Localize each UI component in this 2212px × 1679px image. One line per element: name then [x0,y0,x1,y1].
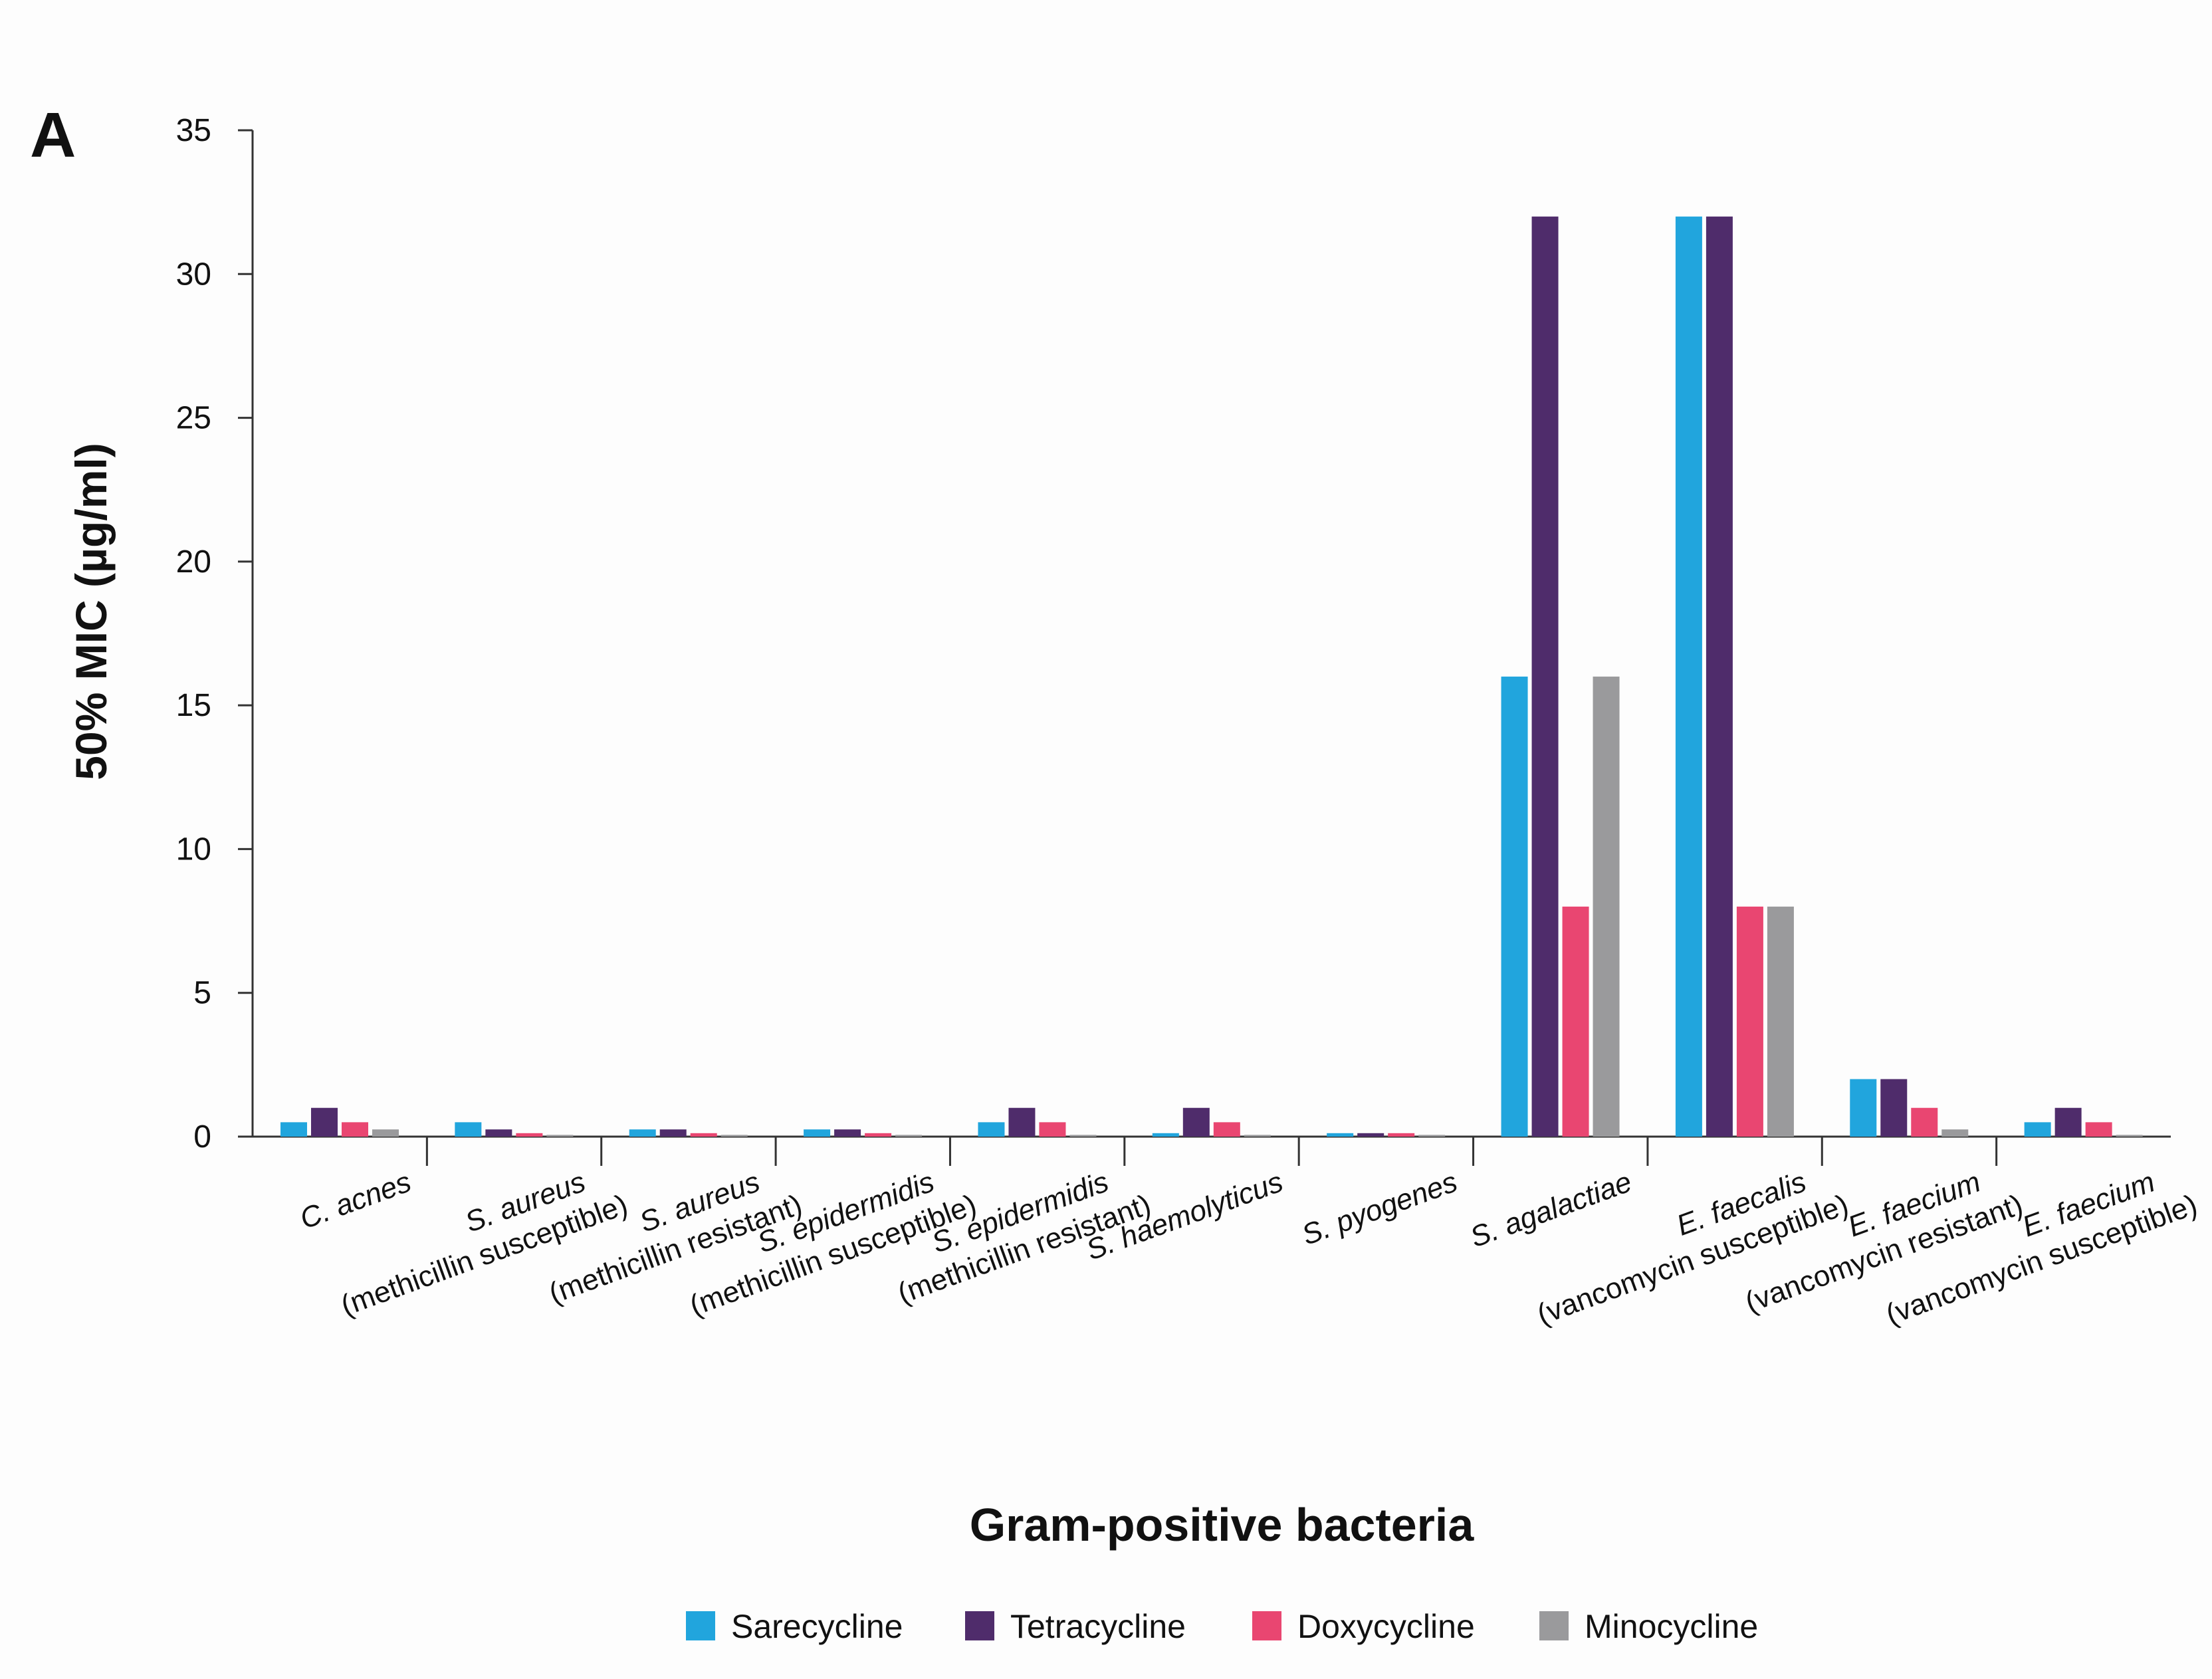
y-tick-label: 15 [176,688,211,723]
bar-doxycycline [1911,1107,1938,1137]
legend-swatch-minocycline [1539,1611,1569,1640]
legend: Sarecycline Tetracycline Doxycycline Minocy… [686,1608,1758,1645]
bar-doxycycline [342,1122,368,1137]
bar-tetracycline [1706,216,1733,1137]
bar-minocycline [1418,1135,1446,1137]
bar-doxycycline [865,1133,892,1137]
x-axis-title: Gram-positive bacteria [970,1499,1475,1551]
bar-minocycline [1767,906,1794,1137]
bar-sarecycline [804,1129,831,1137]
bar-minocycline [720,1135,748,1137]
bar-doxycycline [1736,906,1763,1137]
bar-tetracycline [485,1129,512,1137]
y-tick-label: 5 [193,976,211,1011]
bar-sarecycline [1327,1133,1354,1137]
bar-tetracycline [2054,1107,2082,1137]
bar-sarecycline [455,1122,482,1137]
bar-minocycline [1593,676,1620,1137]
bar-minocycline [546,1135,574,1137]
y-tick-label: 35 [176,113,211,148]
bar-doxycycline [1562,906,1589,1137]
legend-swatch-doxycycline [1252,1611,1281,1640]
bar-sarecycline [978,1122,1005,1137]
y-axis-title: 50% MIC (µg/ml) [66,443,116,780]
legend-label-minocycline: Minocycline [1585,1608,1758,1645]
bar-tetracycline [1880,1079,1908,1137]
y-tick-label: 0 [193,1119,211,1155]
bar-minocycline [2116,1135,2143,1137]
legend-swatch-sarecycline [686,1611,715,1640]
bar-tetracycline [1531,216,1559,1137]
y-tick-label: 20 [176,544,211,580]
bar-minocycline [372,1129,399,1137]
bar-sarecycline [280,1122,307,1137]
bar-sarecycline [1850,1079,1877,1137]
legend-label-tetracycline: Tetracycline [1010,1608,1186,1645]
bar-doxycycline [690,1133,717,1137]
bar-tetracycline [834,1129,861,1137]
bar-sarecycline [1152,1133,1179,1137]
y-tick-label: 25 [176,401,211,436]
bar-sarecycline [2024,1122,2051,1137]
y-tick-label: 10 [176,832,211,867]
bar-minocycline [1941,1129,1969,1137]
legend-label-sarecycline: Sarecycline [731,1608,903,1645]
bar-minocycline [895,1135,923,1137]
bar-doxycycline [516,1133,543,1137]
bar-doxycycline [2085,1122,2112,1137]
bar-tetracycline [1357,1133,1384,1137]
bar-tetracycline [1182,1107,1210,1137]
bar-tetracycline [1008,1107,1036,1137]
bar-tetracycline [659,1129,687,1137]
bar-sarecycline [629,1129,656,1137]
bar-minocycline [1069,1135,1097,1137]
legend-swatch-tetracycline [965,1611,994,1640]
bar-sarecycline [1675,216,1702,1137]
bar-doxycycline [1213,1122,1240,1137]
bars [280,216,2143,1137]
bar-doxycycline [1039,1122,1066,1137]
y-tick-label: 30 [176,257,211,292]
bar-tetracycline [311,1107,338,1137]
legend-label-doxycycline: Doxycycline [1297,1608,1475,1645]
bar-sarecycline [1501,676,1528,1137]
bar-minocycline [1244,1135,1271,1137]
panel-label: A [30,100,76,171]
bar-doxycycline [1388,1133,1415,1137]
